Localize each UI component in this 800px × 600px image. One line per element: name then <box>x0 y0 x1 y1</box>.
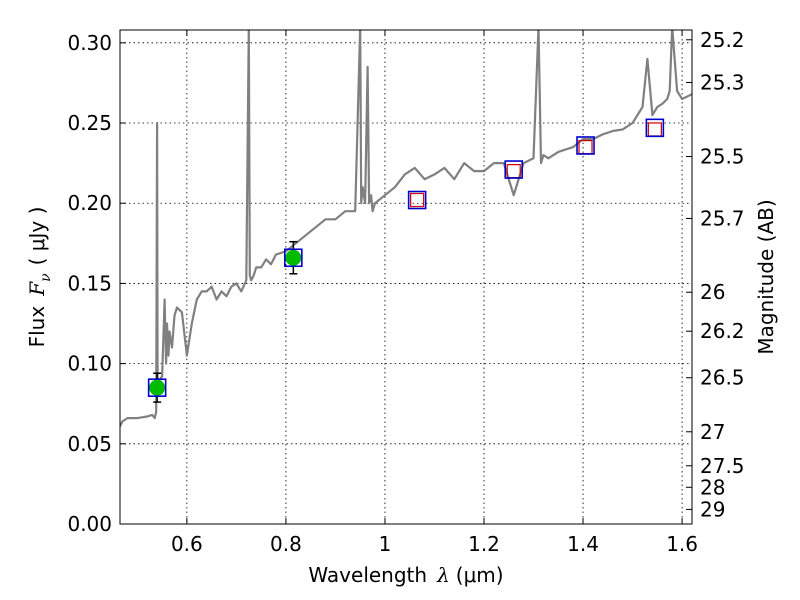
model-photometry-marker <box>407 190 427 210</box>
x-tick-label: 0.6 <box>171 532 203 556</box>
plot-background <box>120 30 692 524</box>
y-tick-label: 0.05 <box>67 432 112 456</box>
right-tick-label: 29 <box>700 497 725 521</box>
measured-point <box>285 249 302 266</box>
y-tick-label: 0.30 <box>67 31 112 55</box>
x-tick-label: 1.2 <box>468 532 500 556</box>
model-photometry-marker <box>284 248 303 268</box>
right-tick-label: 27 <box>700 420 725 444</box>
measured-point <box>149 379 166 396</box>
model-photometry-marker <box>645 118 665 138</box>
model-photometry-marker <box>147 378 167 397</box>
x-axis-label: Wavelength λ (μm) <box>308 563 503 587</box>
grid-lines <box>120 30 692 524</box>
y-tick-label: 0.25 <box>67 111 112 135</box>
right-tick-label: 26 <box>700 280 725 304</box>
upper-limit-marker <box>410 192 425 208</box>
y-axis-label: Flux Fν ( μJy ) <box>25 207 54 348</box>
x-tick-label: 1.4 <box>567 532 599 556</box>
x-tick-label: 1 <box>379 532 392 556</box>
y-tick-label: 0.15 <box>67 271 112 295</box>
model-photometry-marker <box>504 160 524 179</box>
right-tick-label: 26.5 <box>700 366 745 390</box>
x-label-prefix: Wavelength <box>308 563 427 587</box>
x-tick-label: 1.6 <box>666 532 698 556</box>
spectrum-line <box>120 30 692 427</box>
y-label-symbol: F <box>25 281 49 297</box>
y-tick-label: 0.10 <box>67 352 112 376</box>
right-tick-label: 25.2 <box>700 28 745 52</box>
right-tick-label: 28 <box>700 475 725 499</box>
y-label-unit: ( μJy ) <box>25 207 49 266</box>
model-photometry-marker <box>576 136 595 155</box>
right-tick-label: 26.2 <box>700 319 745 343</box>
right-tick-label: 27.5 <box>700 454 745 478</box>
y-label-subscript: ν <box>38 273 54 282</box>
y-label-prefix: Flux <box>25 306 49 348</box>
y-tick-label: 0.20 <box>67 191 112 215</box>
x-label-unit: (μm) <box>456 563 504 587</box>
x-label-symbol: λ <box>436 563 450 587</box>
right-axis-label: Magnitude (AB) <box>754 199 778 354</box>
plot-data <box>120 30 692 427</box>
x-tick-label: 0.8 <box>270 532 302 556</box>
axis-ticks: 0.6 0.8 1 1.2 1.4 1.6 0.00 0.05 0.10 0.15 0.20 0.25… <box>67 28 744 556</box>
series-layer <box>120 30 692 427</box>
y-tick-label: 0.00 <box>67 512 112 536</box>
plot-frame <box>119 29 693 525</box>
right-tick-label: 25.3 <box>700 70 745 94</box>
right-tick-label: 25.7 <box>700 206 745 230</box>
right-tick-label: 25.5 <box>700 145 745 169</box>
